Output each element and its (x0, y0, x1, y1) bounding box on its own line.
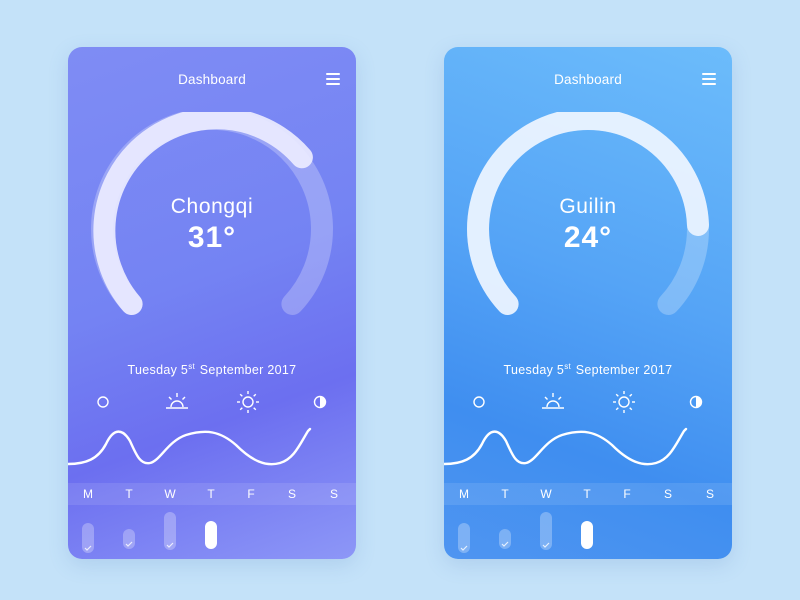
day-suffix: st (188, 362, 196, 371)
moon-icon[interactable] (464, 387, 494, 417)
half-moon-icon[interactable] (305, 387, 335, 417)
weekday-label: T (207, 487, 215, 501)
weekly-bars (68, 507, 356, 559)
weekday-label: T (501, 487, 509, 501)
weekday-label: W (540, 487, 552, 501)
month-year: September 2017 (199, 363, 297, 377)
day-bar-thursday-active[interactable] (205, 521, 217, 549)
temperature-gauge (91, 112, 333, 315)
weekday-label: F (247, 487, 255, 501)
day-bar-monday[interactable] (458, 523, 470, 553)
weekly-bars (444, 507, 732, 559)
check-icon (460, 545, 468, 551)
weekday-bar: M T W T F S S (444, 483, 732, 505)
weekday-label: T (125, 487, 133, 501)
check-icon (166, 542, 174, 548)
weekday-label: M (459, 487, 469, 501)
day-bar-wednesday[interactable] (540, 512, 552, 550)
check-icon (125, 541, 133, 547)
weekday-label: S (329, 487, 338, 501)
month-year: September 2017 (575, 363, 673, 377)
menu-icon[interactable] (326, 72, 340, 85)
day-suffix: st (564, 362, 572, 371)
half-moon-icon[interactable] (681, 387, 711, 417)
weekday-label: T (583, 487, 591, 501)
day-bar-thursday-active[interactable] (581, 521, 593, 549)
day-bar-tuesday[interactable] (123, 529, 135, 549)
day-number: 5 (180, 363, 189, 377)
dashboard-title: Dashboard (178, 72, 246, 87)
moon-icon[interactable] (88, 387, 118, 417)
check-icon (542, 542, 550, 548)
sunrise-icon[interactable] (162, 387, 192, 417)
temperature-curve (68, 427, 312, 466)
check-icon (84, 545, 92, 551)
day-bar-tuesday[interactable] (499, 529, 511, 549)
sun-icon[interactable] (233, 387, 263, 417)
weekday: Tuesday (503, 363, 554, 377)
weekday-bar: M T W T F S S (68, 483, 356, 505)
date-label: Tuesday 5st September 2017 (444, 362, 732, 377)
top-bar: Dashboard (444, 47, 732, 111)
top-bar: Dashboard (68, 47, 356, 111)
temperature-value: 24° (563, 221, 613, 254)
weekday-label: S (287, 487, 296, 501)
weekday-label: S (663, 487, 672, 501)
check-icon (501, 541, 509, 547)
weekday-label: S (705, 487, 714, 501)
sun-icon[interactable] (609, 387, 639, 417)
weather-card-chongqi: Dashboard Chongqi 31° Tuesday 5st Septem… (68, 47, 356, 559)
date-label: Tuesday 5st September 2017 (68, 362, 356, 377)
city-name: Guilin (559, 195, 617, 218)
weather-card-guilin: Dashboard Guilin 24° Tuesday 5st Septemb… (444, 47, 732, 559)
day-bar-wednesday[interactable] (164, 512, 176, 550)
weekday-label: F (623, 487, 631, 501)
city-name: Chongqi (170, 195, 254, 218)
temperature-curve (444, 427, 688, 466)
temperature-gauge (467, 112, 709, 315)
menu-icon[interactable] (702, 72, 716, 85)
day-bar-monday[interactable] (82, 523, 94, 553)
temperature-value: 31° (187, 221, 237, 254)
sunrise-icon[interactable] (538, 387, 568, 417)
weekday: Tuesday (127, 363, 178, 377)
dashboard-title: Dashboard (554, 72, 622, 87)
day-phase-icons (444, 387, 732, 417)
weekday-label: W (164, 487, 176, 501)
day-phase-icons (68, 387, 356, 417)
day-number: 5 (556, 363, 565, 377)
weekday-label: M (83, 487, 93, 501)
